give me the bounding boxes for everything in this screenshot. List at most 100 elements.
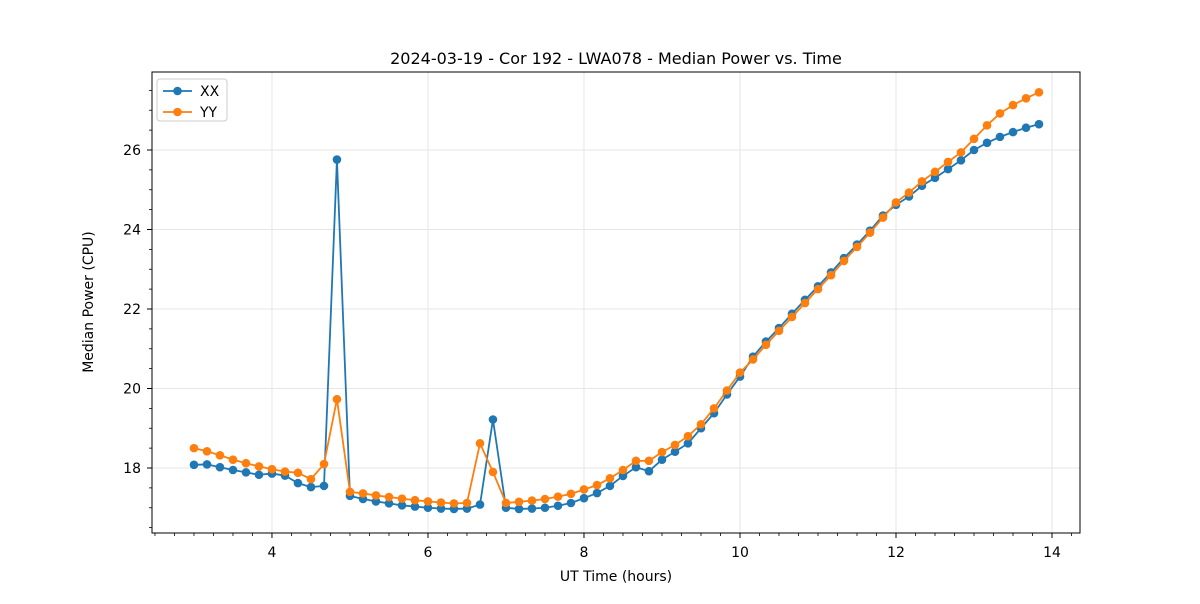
series-xx-marker — [644, 466, 654, 476]
series-yy-marker — [800, 298, 810, 308]
series-xx-marker — [423, 503, 433, 513]
series-yy-marker — [189, 443, 199, 453]
series-yy-marker — [969, 134, 979, 144]
series-yy-marker — [319, 459, 329, 469]
series-xx-marker — [969, 145, 979, 155]
series-yy-marker — [254, 462, 264, 471]
series-xx-marker — [618, 471, 628, 481]
series-xx-marker — [293, 478, 303, 488]
x-tick-label: 12 — [887, 545, 905, 561]
series-xx-line — [193, 123, 1040, 510]
plot-frame — [151, 71, 1081, 534]
series-yy-marker — [449, 499, 459, 508]
series-yy-marker — [761, 340, 771, 350]
series-yy-marker — [943, 157, 953, 167]
series-yy-marker — [358, 489, 368, 498]
series-yy-marker — [488, 467, 498, 477]
series-yy-marker — [228, 455, 238, 464]
x-axis-tick-labels: 4 6 8 10 12 14 — [268, 545, 1061, 561]
y-tick-label: 22 — [123, 302, 141, 318]
series-yy-marker — [371, 491, 381, 500]
series-yy-marker — [475, 439, 485, 448]
series-yy-marker — [267, 464, 277, 474]
series-yy-marker — [995, 109, 1005, 118]
series-xx-marker — [982, 138, 992, 148]
series-xx-marker — [228, 465, 238, 475]
series-xx-marker — [683, 439, 693, 448]
x-tick-label: 10 — [731, 545, 749, 561]
series-xx-marker — [605, 481, 615, 491]
series-xx-marker — [332, 155, 342, 164]
series-xx-marker — [241, 468, 251, 477]
legend-label-xx: XX — [200, 84, 220, 100]
series-xx-marker — [254, 470, 264, 480]
series-xx-marker — [371, 497, 381, 506]
series-yy-marker — [774, 326, 784, 336]
series-yy-marker — [930, 167, 940, 177]
series-yy-marker — [670, 440, 680, 450]
legend-label-yy: YY — [199, 105, 218, 121]
series-xx-marker — [670, 447, 680, 457]
series-xx-marker — [527, 504, 537, 513]
series-yy-marker — [826, 270, 836, 280]
legend-marker-xx — [173, 86, 182, 96]
legend-entry-yy: YY — [163, 105, 218, 121]
series-xx-marker — [306, 482, 316, 492]
series-yy-marker — [1034, 88, 1044, 97]
series-yy-marker — [787, 312, 797, 322]
series-yy-marker — [436, 498, 446, 507]
legend: XX YY — [156, 78, 228, 122]
chart-title: 2024-03-19 - Cor 192 - LWA078 - Median P… — [390, 49, 842, 68]
series-xx-marker — [202, 460, 212, 469]
series-xx-marker — [514, 504, 524, 514]
series-xx-marker — [657, 455, 667, 464]
series-yy-marker — [384, 492, 394, 502]
series-yy-marker — [345, 487, 355, 497]
series-yy-marker — [514, 497, 524, 507]
series-yy-marker — [605, 474, 615, 483]
series-yy-marker — [982, 121, 992, 130]
series-xx-marker — [540, 503, 550, 513]
series-xx-marker — [631, 462, 641, 472]
series-xx-marker — [1008, 127, 1018, 137]
series-yy-marker — [553, 492, 563, 501]
series-yy-marker — [657, 447, 667, 457]
series-yy-marker — [566, 489, 576, 499]
series-xx-marker — [397, 501, 407, 510]
series-xx-marker — [930, 173, 940, 183]
series-yy — [189, 88, 1044, 508]
series-yy-marker — [462, 498, 472, 508]
series-yy-marker — [306, 474, 316, 484]
x-tick-label: 8 — [580, 545, 589, 561]
series-yy-marker — [722, 386, 732, 395]
series-yy-marker — [813, 284, 823, 294]
legend-entry-xx: XX — [163, 84, 220, 100]
series-xx-marker — [436, 504, 446, 513]
series-yy-marker — [579, 485, 589, 494]
series-xx-marker — [488, 415, 498, 424]
series-yy-marker — [540, 494, 550, 504]
series-yy-marker — [631, 456, 641, 466]
series-yy-marker — [956, 148, 966, 157]
series-yy-marker — [696, 419, 706, 429]
series-xx-marker — [1021, 123, 1031, 133]
series-xx-marker — [475, 500, 485, 509]
series-xx-marker — [1034, 119, 1044, 129]
x-tick-label: 6 — [424, 545, 433, 561]
series-yy-marker — [917, 177, 927, 186]
series-xx-marker — [319, 481, 329, 491]
series-yy-marker — [644, 456, 654, 466]
series-yy-marker — [618, 465, 628, 475]
x-tick-label: 14 — [1043, 545, 1061, 561]
series-xx-marker — [566, 498, 576, 508]
series-yy-marker — [735, 368, 745, 377]
y-axis-label: Median Power (CPU) — [81, 231, 97, 373]
series-xx-marker — [553, 501, 563, 511]
series-xx-marker — [943, 164, 953, 174]
series-yy-marker — [683, 431, 693, 441]
y-tick-label: 24 — [123, 222, 141, 238]
series-yy-marker — [527, 496, 537, 505]
series-yy-marker — [709, 404, 719, 413]
series-xx-marker — [410, 502, 420, 511]
series-xx-marker — [215, 462, 225, 472]
